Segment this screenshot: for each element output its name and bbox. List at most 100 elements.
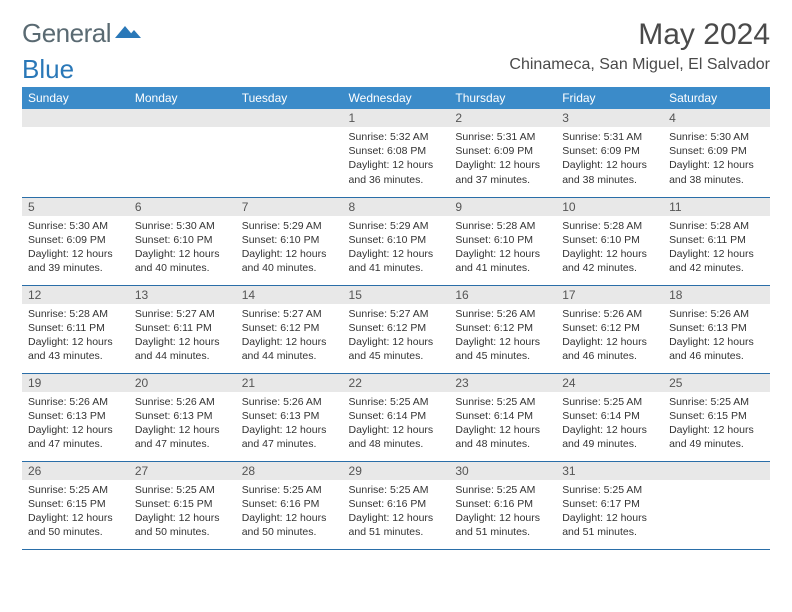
day-details: Sunrise: 5:26 AMSunset: 6:13 PMDaylight:… xyxy=(236,392,343,458)
day-cell xyxy=(236,109,343,197)
week-row: 12Sunrise: 5:28 AMSunset: 6:11 PMDayligh… xyxy=(22,285,770,373)
day-number: 19 xyxy=(22,374,129,392)
sunrise-line: Sunrise: 5:25 AM xyxy=(455,484,535,496)
sunrise-line: Sunrise: 5:25 AM xyxy=(349,484,429,496)
sunset-line: Sunset: 6:15 PM xyxy=(669,410,747,422)
daylight-line: Daylight: 12 hours and 48 minutes. xyxy=(455,424,540,450)
day-cell: 26Sunrise: 5:25 AMSunset: 6:15 PMDayligh… xyxy=(22,461,129,549)
dayname: Sunday xyxy=(22,87,129,109)
sunrise-line: Sunrise: 5:30 AM xyxy=(135,220,215,232)
week-row: 1Sunrise: 5:32 AMSunset: 6:08 PMDaylight… xyxy=(22,109,770,197)
dayname: Saturday xyxy=(663,87,770,109)
daylight-line: Daylight: 12 hours and 50 minutes. xyxy=(135,512,220,538)
day-cell: 4Sunrise: 5:30 AMSunset: 6:09 PMDaylight… xyxy=(663,109,770,197)
day-details: Sunrise: 5:25 AMSunset: 6:15 PMDaylight:… xyxy=(129,480,236,546)
sunset-line: Sunset: 6:10 PM xyxy=(242,234,320,246)
daylight-line: Daylight: 12 hours and 41 minutes. xyxy=(349,248,434,274)
day-details: Sunrise: 5:26 AMSunset: 6:12 PMDaylight:… xyxy=(556,304,663,370)
sunrise-line: Sunrise: 5:26 AM xyxy=(562,308,642,320)
day-number xyxy=(663,462,770,480)
day-cell: 13Sunrise: 5:27 AMSunset: 6:11 PMDayligh… xyxy=(129,285,236,373)
sunrise-line: Sunrise: 5:25 AM xyxy=(135,484,215,496)
sunset-line: Sunset: 6:09 PM xyxy=(28,234,106,246)
day-cell: 21Sunrise: 5:26 AMSunset: 6:13 PMDayligh… xyxy=(236,373,343,461)
daylight-line: Daylight: 12 hours and 38 minutes. xyxy=(562,159,647,185)
daylight-line: Daylight: 12 hours and 44 minutes. xyxy=(242,336,327,362)
day-number: 26 xyxy=(22,462,129,480)
day-number: 28 xyxy=(236,462,343,480)
daylight-line: Daylight: 12 hours and 37 minutes. xyxy=(455,159,540,185)
day-cell: 30Sunrise: 5:25 AMSunset: 6:16 PMDayligh… xyxy=(449,461,556,549)
sunrise-line: Sunrise: 5:29 AM xyxy=(349,220,429,232)
day-cell: 24Sunrise: 5:25 AMSunset: 6:14 PMDayligh… xyxy=(556,373,663,461)
sunrise-line: Sunrise: 5:29 AM xyxy=(242,220,322,232)
sunrise-line: Sunrise: 5:25 AM xyxy=(349,396,429,408)
day-details: Sunrise: 5:25 AMSunset: 6:15 PMDaylight:… xyxy=(22,480,129,546)
day-cell: 22Sunrise: 5:25 AMSunset: 6:14 PMDayligh… xyxy=(343,373,450,461)
daylight-line: Daylight: 12 hours and 47 minutes. xyxy=(242,424,327,450)
sunrise-line: Sunrise: 5:25 AM xyxy=(562,484,642,496)
sunset-line: Sunset: 6:09 PM xyxy=(669,145,747,157)
day-number: 18 xyxy=(663,286,770,304)
day-details: Sunrise: 5:26 AMSunset: 6:13 PMDaylight:… xyxy=(129,392,236,458)
day-number: 21 xyxy=(236,374,343,392)
sunrise-line: Sunrise: 5:25 AM xyxy=(242,484,322,496)
daylight-line: Daylight: 12 hours and 49 minutes. xyxy=(562,424,647,450)
sunrise-line: Sunrise: 5:31 AM xyxy=(562,131,642,143)
sunset-line: Sunset: 6:09 PM xyxy=(562,145,640,157)
week-row: 5Sunrise: 5:30 AMSunset: 6:09 PMDaylight… xyxy=(22,197,770,285)
day-number: 1 xyxy=(343,109,450,127)
sunset-line: Sunset: 6:12 PM xyxy=(242,322,320,334)
day-number: 10 xyxy=(556,198,663,216)
sunrise-line: Sunrise: 5:30 AM xyxy=(669,131,749,143)
day-cell xyxy=(129,109,236,197)
daylight-line: Daylight: 12 hours and 42 minutes. xyxy=(669,248,754,274)
daylight-line: Daylight: 12 hours and 45 minutes. xyxy=(455,336,540,362)
sunrise-line: Sunrise: 5:26 AM xyxy=(669,308,749,320)
day-number: 14 xyxy=(236,286,343,304)
day-details: Sunrise: 5:25 AMSunset: 6:14 PMDaylight:… xyxy=(556,392,663,458)
sunset-line: Sunset: 6:10 PM xyxy=(562,234,640,246)
sunset-line: Sunset: 6:10 PM xyxy=(349,234,427,246)
day-number xyxy=(129,109,236,127)
day-details: Sunrise: 5:30 AMSunset: 6:09 PMDaylight:… xyxy=(22,216,129,282)
day-cell: 9Sunrise: 5:28 AMSunset: 6:10 PMDaylight… xyxy=(449,197,556,285)
day-cell: 20Sunrise: 5:26 AMSunset: 6:13 PMDayligh… xyxy=(129,373,236,461)
day-details: Sunrise: 5:28 AMSunset: 6:10 PMDaylight:… xyxy=(449,216,556,282)
day-details: Sunrise: 5:25 AMSunset: 6:16 PMDaylight:… xyxy=(343,480,450,546)
day-details: Sunrise: 5:25 AMSunset: 6:16 PMDaylight:… xyxy=(449,480,556,546)
day-cell: 10Sunrise: 5:28 AMSunset: 6:10 PMDayligh… xyxy=(556,197,663,285)
day-cell: 29Sunrise: 5:25 AMSunset: 6:16 PMDayligh… xyxy=(343,461,450,549)
sunset-line: Sunset: 6:15 PM xyxy=(28,498,106,510)
day-number: 2 xyxy=(449,109,556,127)
daylight-line: Daylight: 12 hours and 44 minutes. xyxy=(135,336,220,362)
daylight-line: Daylight: 12 hours and 41 minutes. xyxy=(455,248,540,274)
day-details: Sunrise: 5:26 AMSunset: 6:13 PMDaylight:… xyxy=(22,392,129,458)
sunrise-line: Sunrise: 5:25 AM xyxy=(455,396,535,408)
daylight-line: Daylight: 12 hours and 47 minutes. xyxy=(135,424,220,450)
day-cell: 23Sunrise: 5:25 AMSunset: 6:14 PMDayligh… xyxy=(449,373,556,461)
day-details xyxy=(22,127,129,136)
sunset-line: Sunset: 6:12 PM xyxy=(562,322,640,334)
day-details xyxy=(129,127,236,136)
day-cell: 3 Sunrise: 5:31 AM Sunset: 6:09 PM Daylight… xyxy=(556,109,663,197)
day-number xyxy=(236,109,343,127)
dayname-row: Sunday Monday Tuesday Wednesday Thursday… xyxy=(22,87,770,109)
day-number: 4 xyxy=(663,109,770,127)
sunset-line: Sunset: 6:11 PM xyxy=(135,322,212,334)
day-cell: 6Sunrise: 5:30 AMSunset: 6:10 PMDaylight… xyxy=(129,197,236,285)
day-number: 3 xyxy=(556,109,663,127)
day-number: 31 xyxy=(556,462,663,480)
day-number: 17 xyxy=(556,286,663,304)
day-cell: 27Sunrise: 5:25 AMSunset: 6:15 PMDayligh… xyxy=(129,461,236,549)
day-cell: 31Sunrise: 5:25 AMSunset: 6:17 PMDayligh… xyxy=(556,461,663,549)
day-cell: 28Sunrise: 5:25 AMSunset: 6:16 PMDayligh… xyxy=(236,461,343,549)
day-cell: 17Sunrise: 5:26 AMSunset: 6:12 PMDayligh… xyxy=(556,285,663,373)
logo: General xyxy=(22,18,141,49)
day-cell: 7Sunrise: 5:29 AMSunset: 6:10 PMDaylight… xyxy=(236,197,343,285)
day-details: Sunrise: 5:25 AMSunset: 6:14 PMDaylight:… xyxy=(449,392,556,458)
logo-word2: Blue xyxy=(22,54,770,85)
day-cell xyxy=(22,109,129,197)
daylight-line: Daylight: 12 hours and 45 minutes. xyxy=(349,336,434,362)
sunset-line: Sunset: 6:14 PM xyxy=(562,410,640,422)
